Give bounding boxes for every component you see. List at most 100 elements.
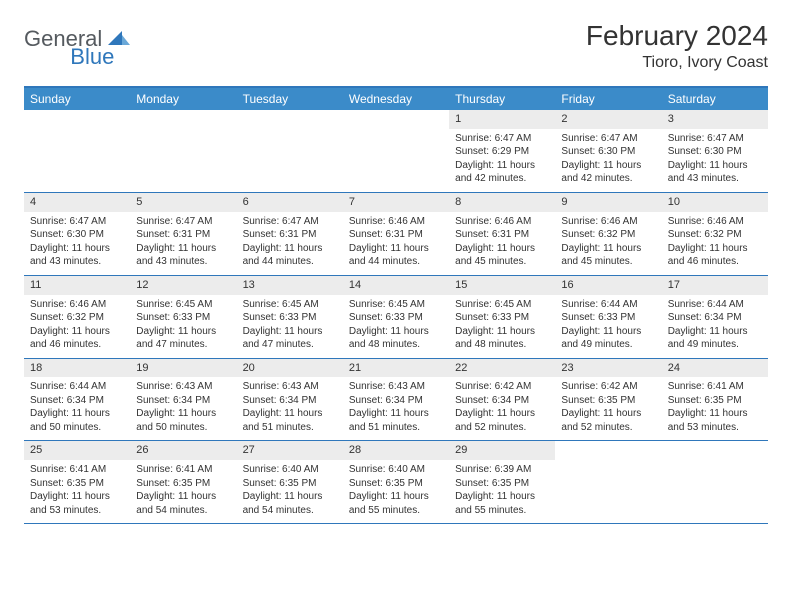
sunset-line: Sunset: 6:31 PM bbox=[455, 228, 549, 242]
sunrise-line: Sunrise: 6:42 AM bbox=[455, 380, 549, 394]
sunset-line: Sunset: 6:33 PM bbox=[136, 311, 230, 325]
sunrise-line: Sunrise: 6:47 AM bbox=[30, 215, 124, 229]
daylight-line: Daylight: 11 hours and 52 minutes. bbox=[455, 407, 549, 434]
calendar-weeks: 1Sunrise: 6:47 AMSunset: 6:29 PMDaylight… bbox=[24, 110, 768, 524]
day-cell: 3Sunrise: 6:47 AMSunset: 6:30 PMDaylight… bbox=[662, 110, 768, 192]
sunrise-line: Sunrise: 6:40 AM bbox=[349, 463, 443, 477]
sunrise-line: Sunrise: 6:47 AM bbox=[243, 215, 337, 229]
sunset-line: Sunset: 6:35 PM bbox=[243, 477, 337, 491]
day-cell: 16Sunrise: 6:44 AMSunset: 6:33 PMDayligh… bbox=[555, 276, 661, 358]
sunrise-line: Sunrise: 6:45 AM bbox=[136, 298, 230, 312]
logo: General Blue bbox=[24, 20, 178, 52]
day-details: Sunrise: 6:46 AMSunset: 6:31 PMDaylight:… bbox=[343, 212, 449, 275]
day-cell bbox=[237, 110, 343, 192]
weekday-header: Wednesday bbox=[343, 88, 449, 110]
day-details: Sunrise: 6:46 AMSunset: 6:31 PMDaylight:… bbox=[449, 212, 555, 275]
day-details: Sunrise: 6:46 AMSunset: 6:32 PMDaylight:… bbox=[24, 295, 130, 358]
daylight-line: Daylight: 11 hours and 48 minutes. bbox=[349, 325, 443, 352]
daylight-line: Daylight: 11 hours and 48 minutes. bbox=[455, 325, 549, 352]
sunset-line: Sunset: 6:30 PM bbox=[561, 145, 655, 159]
daylight-line: Daylight: 11 hours and 51 minutes. bbox=[243, 407, 337, 434]
daylight-line: Daylight: 11 hours and 55 minutes. bbox=[349, 490, 443, 517]
weekday-header: Sunday bbox=[24, 88, 130, 110]
day-cell: 14Sunrise: 6:45 AMSunset: 6:33 PMDayligh… bbox=[343, 276, 449, 358]
day-details: Sunrise: 6:45 AMSunset: 6:33 PMDaylight:… bbox=[343, 295, 449, 358]
day-cell: 28Sunrise: 6:40 AMSunset: 6:35 PMDayligh… bbox=[343, 441, 449, 523]
header: General Blue February 2024 Tioro, Ivory … bbox=[24, 20, 768, 72]
sunrise-line: Sunrise: 6:46 AM bbox=[668, 215, 762, 229]
sunset-line: Sunset: 6:34 PM bbox=[455, 394, 549, 408]
daylight-line: Daylight: 11 hours and 44 minutes. bbox=[349, 242, 443, 269]
day-cell: 20Sunrise: 6:43 AMSunset: 6:34 PMDayligh… bbox=[237, 359, 343, 441]
week-row: 1Sunrise: 6:47 AMSunset: 6:29 PMDaylight… bbox=[24, 110, 768, 193]
daylight-line: Daylight: 11 hours and 47 minutes. bbox=[243, 325, 337, 352]
day-details: Sunrise: 6:44 AMSunset: 6:34 PMDaylight:… bbox=[24, 377, 130, 440]
sunrise-line: Sunrise: 6:47 AM bbox=[455, 132, 549, 146]
sunset-line: Sunset: 6:30 PM bbox=[30, 228, 124, 242]
week-row: 4Sunrise: 6:47 AMSunset: 6:30 PMDaylight… bbox=[24, 193, 768, 276]
day-cell: 10Sunrise: 6:46 AMSunset: 6:32 PMDayligh… bbox=[662, 193, 768, 275]
sunset-line: Sunset: 6:32 PM bbox=[668, 228, 762, 242]
sunset-line: Sunset: 6:34 PM bbox=[349, 394, 443, 408]
sunrise-line: Sunrise: 6:44 AM bbox=[30, 380, 124, 394]
location: Tioro, Ivory Coast bbox=[586, 54, 768, 72]
day-number: 19 bbox=[130, 359, 236, 378]
daylight-line: Daylight: 11 hours and 54 minutes. bbox=[243, 490, 337, 517]
day-details: Sunrise: 6:45 AMSunset: 6:33 PMDaylight:… bbox=[237, 295, 343, 358]
sunset-line: Sunset: 6:32 PM bbox=[30, 311, 124, 325]
day-number: 21 bbox=[343, 359, 449, 378]
day-cell: 7Sunrise: 6:46 AMSunset: 6:31 PMDaylight… bbox=[343, 193, 449, 275]
sunset-line: Sunset: 6:35 PM bbox=[349, 477, 443, 491]
weekday-header-row: SundayMondayTuesdayWednesdayThursdayFrid… bbox=[24, 88, 768, 110]
day-details: Sunrise: 6:47 AMSunset: 6:30 PMDaylight:… bbox=[662, 129, 768, 192]
calendar: SundayMondayTuesdayWednesdayThursdayFrid… bbox=[24, 86, 768, 524]
sunset-line: Sunset: 6:34 PM bbox=[30, 394, 124, 408]
day-details: Sunrise: 6:44 AMSunset: 6:33 PMDaylight:… bbox=[555, 295, 661, 358]
day-cell: 5Sunrise: 6:47 AMSunset: 6:31 PMDaylight… bbox=[130, 193, 236, 275]
day-cell: 23Sunrise: 6:42 AMSunset: 6:35 PMDayligh… bbox=[555, 359, 661, 441]
day-cell bbox=[130, 110, 236, 192]
daylight-line: Daylight: 11 hours and 50 minutes. bbox=[136, 407, 230, 434]
day-cell: 25Sunrise: 6:41 AMSunset: 6:35 PMDayligh… bbox=[24, 441, 130, 523]
day-details: Sunrise: 6:47 AMSunset: 6:31 PMDaylight:… bbox=[130, 212, 236, 275]
daylight-line: Daylight: 11 hours and 45 minutes. bbox=[561, 242, 655, 269]
day-number: 22 bbox=[449, 359, 555, 378]
sunset-line: Sunset: 6:29 PM bbox=[455, 145, 549, 159]
day-number: 10 bbox=[662, 193, 768, 212]
sunrise-line: Sunrise: 6:45 AM bbox=[455, 298, 549, 312]
sunrise-line: Sunrise: 6:47 AM bbox=[668, 132, 762, 146]
daylight-line: Daylight: 11 hours and 51 minutes. bbox=[349, 407, 443, 434]
day-number: 3 bbox=[662, 110, 768, 129]
sunrise-line: Sunrise: 6:41 AM bbox=[136, 463, 230, 477]
day-number: 11 bbox=[24, 276, 130, 295]
day-number: 15 bbox=[449, 276, 555, 295]
day-number: 12 bbox=[130, 276, 236, 295]
sunset-line: Sunset: 6:32 PM bbox=[561, 228, 655, 242]
day-cell: 2Sunrise: 6:47 AMSunset: 6:30 PMDaylight… bbox=[555, 110, 661, 192]
daylight-line: Daylight: 11 hours and 50 minutes. bbox=[30, 407, 124, 434]
sunrise-line: Sunrise: 6:41 AM bbox=[30, 463, 124, 477]
week-row: 18Sunrise: 6:44 AMSunset: 6:34 PMDayligh… bbox=[24, 359, 768, 442]
daylight-line: Daylight: 11 hours and 53 minutes. bbox=[668, 407, 762, 434]
day-cell: 8Sunrise: 6:46 AMSunset: 6:31 PMDaylight… bbox=[449, 193, 555, 275]
day-number bbox=[24, 110, 130, 129]
day-number bbox=[343, 110, 449, 129]
logo-text-blue: Blue bbox=[70, 44, 114, 70]
day-number: 6 bbox=[237, 193, 343, 212]
sunset-line: Sunset: 6:35 PM bbox=[455, 477, 549, 491]
daylight-line: Daylight: 11 hours and 52 minutes. bbox=[561, 407, 655, 434]
day-number: 9 bbox=[555, 193, 661, 212]
sunrise-line: Sunrise: 6:39 AM bbox=[455, 463, 549, 477]
day-number: 4 bbox=[24, 193, 130, 212]
day-details: Sunrise: 6:41 AMSunset: 6:35 PMDaylight:… bbox=[24, 460, 130, 523]
day-number bbox=[662, 441, 768, 460]
sunset-line: Sunset: 6:34 PM bbox=[668, 311, 762, 325]
sunrise-line: Sunrise: 6:47 AM bbox=[561, 132, 655, 146]
day-cell: 21Sunrise: 6:43 AMSunset: 6:34 PMDayligh… bbox=[343, 359, 449, 441]
day-number: 29 bbox=[449, 441, 555, 460]
day-number: 25 bbox=[24, 441, 130, 460]
day-number bbox=[555, 441, 661, 460]
sunset-line: Sunset: 6:31 PM bbox=[243, 228, 337, 242]
day-cell: 22 Sunrise: 6:42 AMSunset: 6:34 PMDayligh… bbox=[449, 359, 555, 441]
day-number bbox=[130, 110, 236, 129]
